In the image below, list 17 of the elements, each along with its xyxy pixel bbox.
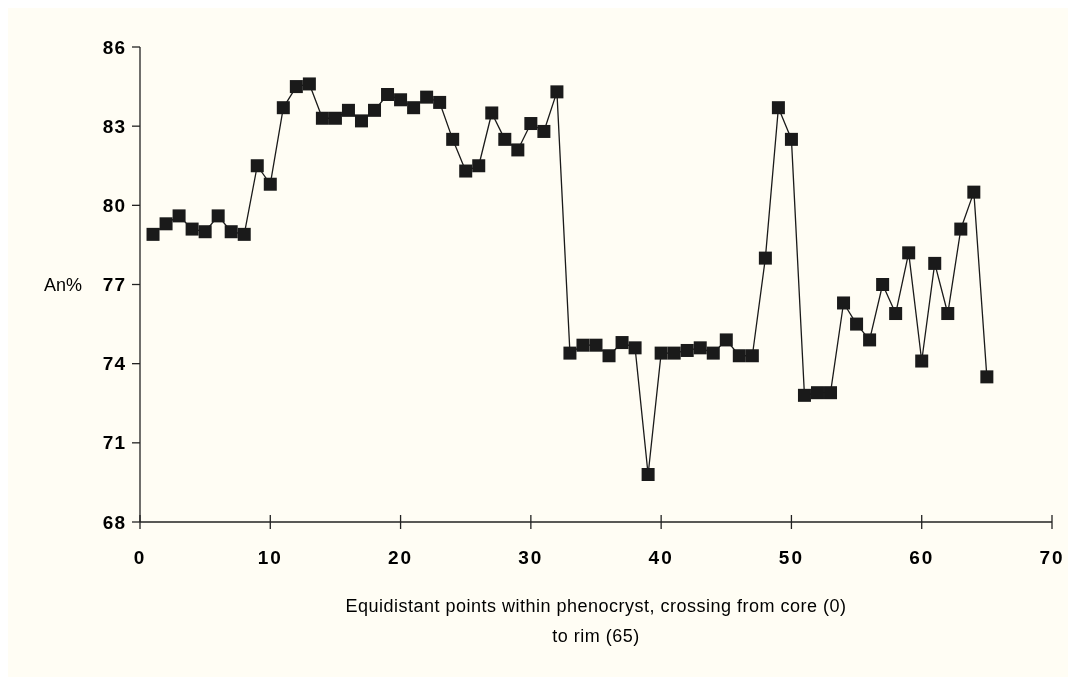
x-tick-label: 70 — [1039, 547, 1065, 568]
y-tick-label: 86 — [102, 36, 126, 58]
x-axis-title: Equidistant points within phenocryst, crossing from core (0) to rim (65) — [345, 596, 847, 646]
x-tick-label: 30 — [518, 547, 544, 568]
y-tick-label: 71 — [102, 432, 126, 454]
x-tick-label: 20 — [388, 547, 414, 568]
x-tick-label: 10 — [257, 547, 283, 568]
y-axis-title: An% — [43, 274, 82, 295]
y-tick-label: 74 — [102, 353, 126, 375]
y-tick-label: 80 — [102, 194, 126, 216]
x-tick-label: 0 — [133, 547, 147, 568]
x-tick-label: 50 — [778, 547, 804, 568]
x-tick-label: 40 — [648, 547, 674, 568]
y-tick-label: 83 — [102, 115, 126, 137]
y-tick-label: 68 — [102, 511, 126, 533]
x-tick-label: 60 — [909, 547, 935, 568]
y-tick-label: 77 — [102, 274, 126, 296]
